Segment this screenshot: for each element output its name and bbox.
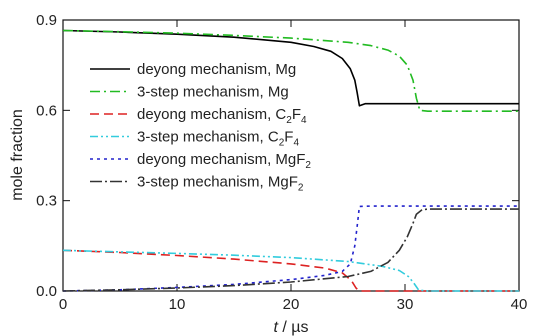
series-line-6 [62,208,519,292]
legend-entry-text: 3-step mechanism, MgF [137,174,298,191]
legend-entry-subscript: 2 [279,138,285,149]
legend-entry-1: deyong mechanism, Mg [137,61,296,78]
legend-entry-5: deyong mechanism, MgF2 [137,151,311,171]
y-tick-label: 0.6 [36,102,57,119]
legend-entry-text: 3-step mechanism, Mg [137,84,289,101]
legend-entry-text-tail: F [292,106,301,123]
legend-entry-6: 3-step mechanism, MgF2 [137,174,304,194]
x-tick-label: 40 [511,296,528,313]
legend: deyong mechanism, Mg 3-step mechanism, Mg… [90,61,311,194]
x-tick-label: 30 [397,296,414,313]
legend-entry-4: 3-step mechanism, C2F4 [137,129,299,149]
legend-entry-text: 3-step mechanism, C [137,129,279,146]
x-axis-label: t / µs [273,319,308,336]
x-tick-label: 0 [59,296,67,313]
x-axis-label-unit: / µs [278,319,309,336]
series-line-1 [62,29,519,107]
y-axis-label: mole fraction [9,109,26,201]
legend-entry-subscript: 2 [298,183,304,194]
axis-ticks: 0 10 20 30 40 0.0 0.3 0.6 0.9 [36,12,527,313]
legend-entry-text: deyong mechanism, Mg [137,61,296,78]
y-tick-label: 0.3 [36,193,57,210]
legend-entry-text: deyong mechanism, C [137,106,286,123]
legend-entry-subscript: 2 [286,115,292,126]
x-tick-label: 20 [283,296,300,313]
series-line-5 [62,205,519,292]
legend-entry-text: deyong mechanism, MgF [137,151,305,168]
legend-entry-subscript-2: 4 [301,115,307,126]
legend-entry-2: 3-step mechanism, Mg [137,84,289,101]
legend-entry-3: deyong mechanism, C2F4 [137,106,307,126]
legend-entry-subscript: 2 [305,160,311,171]
legend-entry-text-tail: F [284,129,293,146]
y-tick-label: 0.0 [36,283,57,300]
series-lines [62,29,519,292]
series-line-2 [62,29,519,112]
series-line-3 [62,249,519,292]
x-axis-label-italic: t [273,319,278,336]
y-tick-label: 0.9 [36,12,57,29]
legend-entry-subscript-2: 4 [293,138,299,149]
x-tick-label: 10 [169,296,186,313]
